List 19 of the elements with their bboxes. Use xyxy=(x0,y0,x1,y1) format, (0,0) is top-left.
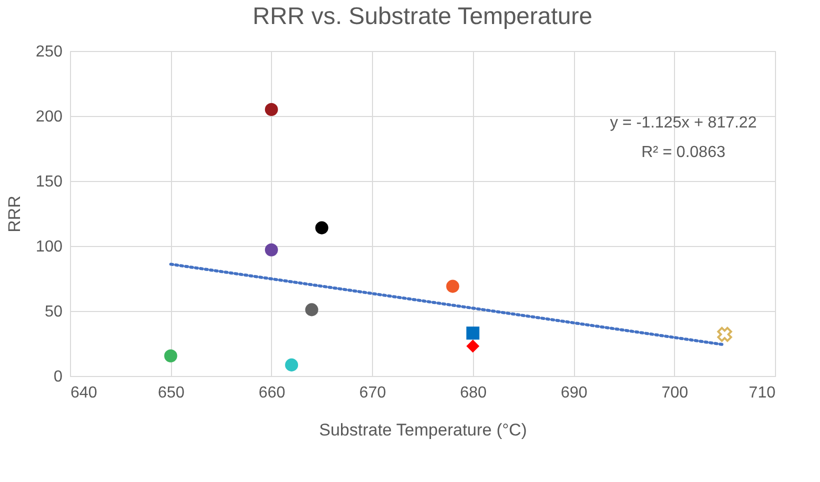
y-axis-title: RRR xyxy=(4,196,24,232)
x-tick-label: 660 xyxy=(258,384,286,402)
y-tick-label: 0 xyxy=(54,368,63,386)
y-tick-label: 250 xyxy=(36,44,63,60)
x-tick-label: 680 xyxy=(460,384,487,402)
x-tick-label: 670 xyxy=(359,384,386,402)
annotation: y = -1.125x + 817.22 xyxy=(610,114,757,132)
x-axis-title: Substrate Temperature (°C) xyxy=(319,420,527,440)
y-tick-label: 50 xyxy=(44,304,63,320)
y-tick-label: 200 xyxy=(36,108,63,126)
annotation: R² = 0.0863 xyxy=(641,144,726,161)
x-tick-label: 650 xyxy=(158,384,185,402)
y-tick-label: 150 xyxy=(36,174,63,190)
x-tick-label: 700 xyxy=(661,384,688,402)
y-tick-label: 100 xyxy=(36,238,63,256)
x-tick-label: 640 xyxy=(70,384,98,402)
chart-title: RRR vs. Substrate Temperature xyxy=(252,3,592,30)
x-tick-label: 710 xyxy=(748,384,776,402)
x-tick-label: 690 xyxy=(560,384,588,402)
